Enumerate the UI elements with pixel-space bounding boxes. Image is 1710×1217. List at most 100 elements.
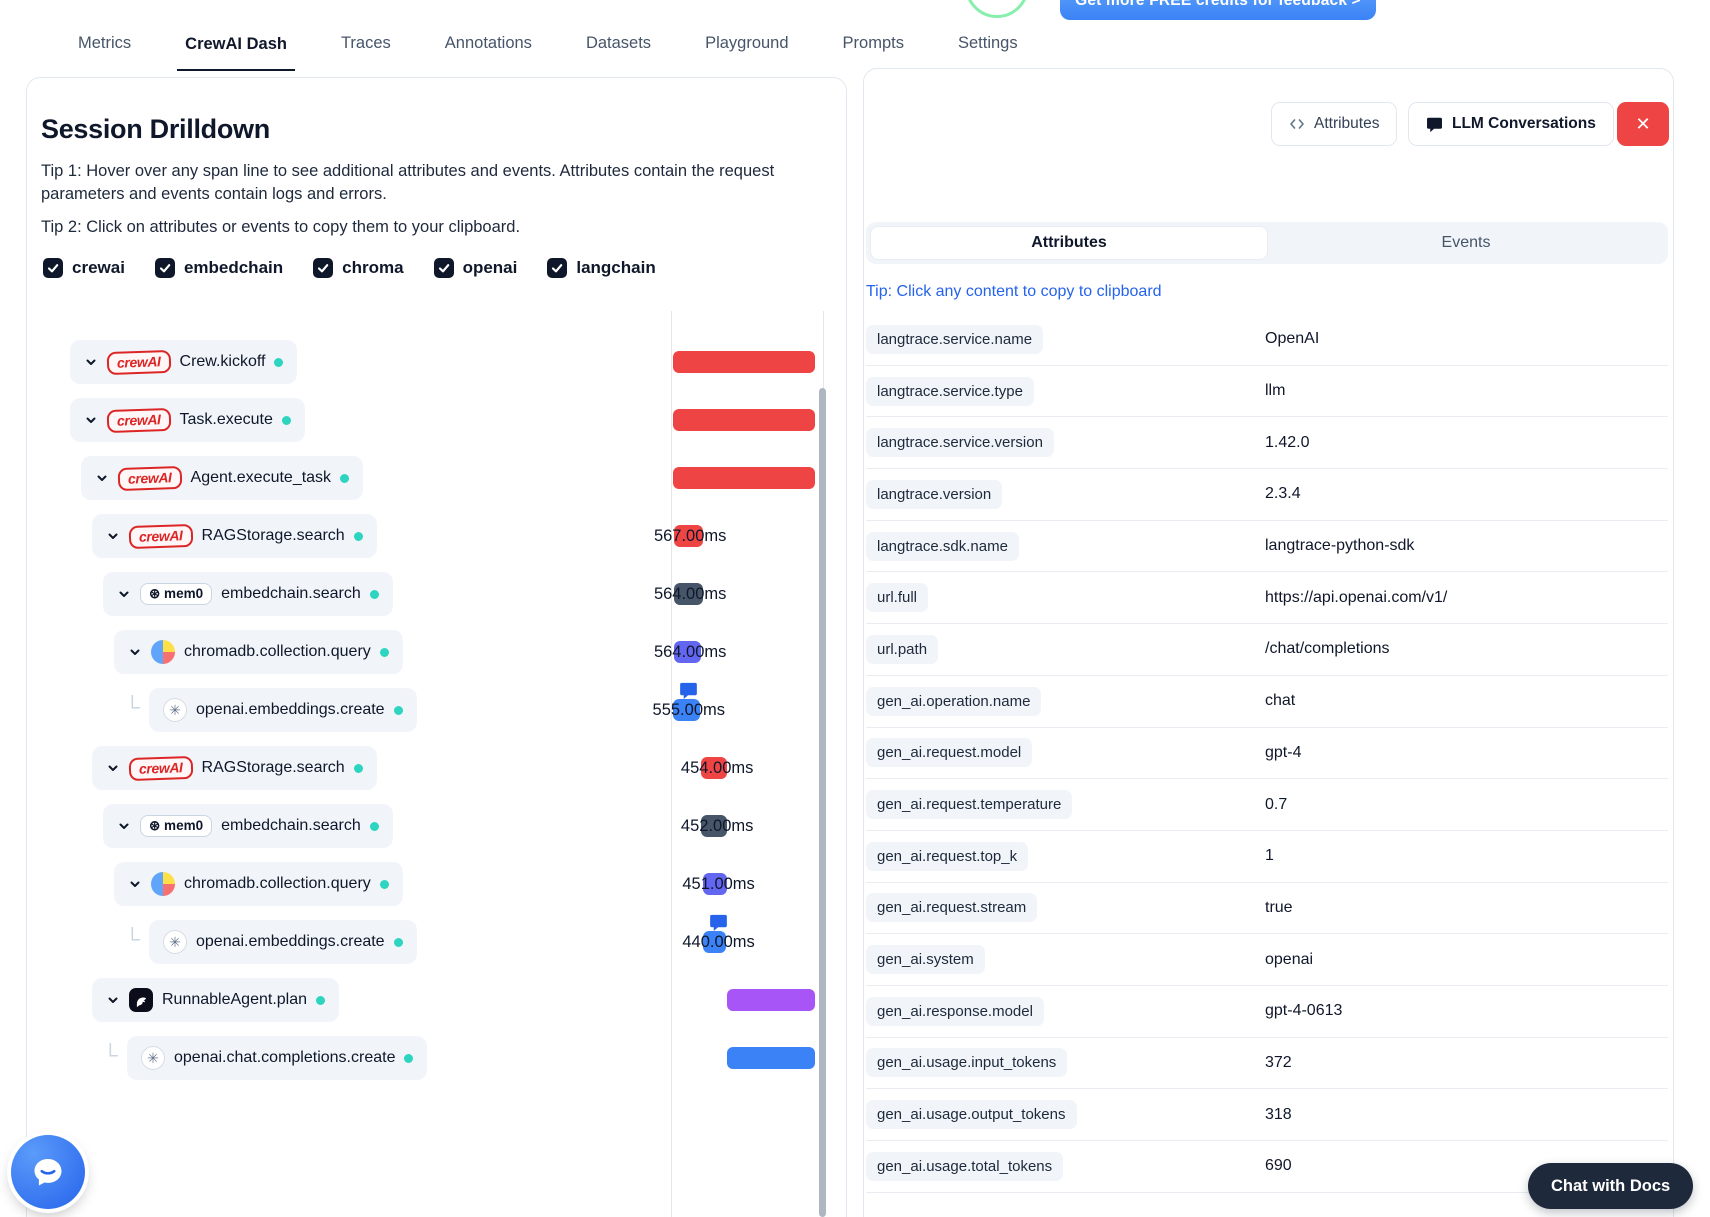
attribute-key[interactable]: gen_ai.system [866,945,985,975]
attribute-row[interactable]: langtrace.service.type llm [866,366,1668,418]
attribute-value[interactable]: 1 [1265,847,1274,865]
span-row[interactable]: crewAI Agent.execute_task [0,449,847,507]
checkbox-embedchain[interactable] [154,258,175,278]
attribute-value[interactable]: 0.7 [1265,795,1288,813]
span-label-pill[interactable]: RunnableAgent.plan [92,978,340,1022]
chevron-down-icon[interactable] [117,587,131,601]
chevron-down-icon[interactable] [106,993,120,1007]
attribute-row[interactable]: gen_ai.request.temperature 0.7 [866,779,1668,831]
checkbox-crewai[interactable] [43,258,63,278]
span-row[interactable]: └ ✳ openai.embeddings.create 440.00ms [0,913,847,971]
span-row[interactable]: ⊛ mem0 embedchain.search 564.00ms [0,565,847,623]
checkbox-chroma[interactable] [313,258,334,278]
attribute-row[interactable]: url.full https://api.openai.com/v1/ [866,572,1668,625]
tab-crewai-dash[interactable]: CrewAI Dash [177,25,295,71]
span-duration-bar[interactable] [726,1047,815,1069]
span-row[interactable]: crewAI Crew.kickoff [0,333,847,391]
span-label-pill[interactable]: ✳ openai.embeddings.create [149,688,417,732]
span-duration-bar[interactable] [702,931,726,953]
attribute-key[interactable]: url.path [866,634,939,664]
span-duration-bar[interactable] [702,873,727,895]
span-row[interactable]: ⊛ mem0 embedchain.search 452.00ms [0,797,847,855]
checkbox-openai[interactable] [433,258,454,278]
span-label-pill[interactable]: chromadb.collection.query [114,862,403,906]
scrollbar-thumb[interactable] [819,388,826,1217]
span-label-pill[interactable]: ⊛ mem0 embedchain.search [103,572,393,616]
chevron-down-icon[interactable] [128,645,142,659]
attribute-key[interactable]: gen_ai.usage.output_tokens [866,1100,1077,1130]
span-duration-bar[interactable] [673,467,815,489]
attribute-key[interactable]: gen_ai.usage.total_tokens [866,1151,1064,1181]
span-row[interactable]: RunnableAgent.plan [0,971,847,1029]
span-row[interactable]: crewAI Task.execute [0,391,847,449]
attribute-row[interactable]: langtrace.service.name OpenAI [866,314,1668,366]
attribute-value[interactable]: /chat/completions [1265,640,1390,658]
span-label-pill[interactable]: chromadb.collection.query [114,630,403,674]
attribute-row[interactable]: langtrace.version 2.3.4 [866,469,1668,521]
attribute-value[interactable]: gpt-4 [1265,743,1302,761]
span-label-pill[interactable]: crewAI Task.execute [70,398,305,442]
attribute-key[interactable]: gen_ai.request.temperature [866,790,1073,820]
attribute-value[interactable]: OpenAI [1265,330,1320,348]
attribute-value[interactable]: 690 [1265,1157,1292,1175]
attribute-key[interactable]: langtrace.sdk.name [866,531,1019,561]
attribute-key[interactable]: langtrace.service.name [866,324,1044,354]
attribute-key[interactable]: langtrace.version [866,479,1003,509]
span-duration-bar[interactable] [726,989,815,1011]
attribute-value[interactable]: 372 [1265,1053,1292,1071]
llm-bubble-icon[interactable] [679,681,698,700]
attribute-row[interactable]: gen_ai.response.model gpt-4-0613 [866,986,1668,1038]
span-duration-bar[interactable] [674,641,702,663]
span-row[interactable]: └ ✳ openai.embeddings.create 555.00ms [0,681,847,739]
span-label-pill[interactable]: ⊛ mem0 embedchain.search [103,804,393,848]
tab-events[interactable]: Events [1441,234,1491,251]
tab-metrics[interactable]: Metrics [78,34,132,52]
span-duration-bar[interactable] [674,525,703,547]
llm-bubble-icon[interactable] [709,913,728,932]
attribute-value[interactable]: 318 [1265,1105,1292,1123]
span-label-pill[interactable]: crewAI RAGStorage.search [92,514,377,558]
filter-chroma[interactable]: chroma [313,258,404,278]
attribute-row[interactable]: url.path/chat/completions [866,624,1668,676]
attribute-key[interactable]: url.full [866,583,929,613]
attribute-value[interactable]: true [1265,898,1293,916]
attribute-key[interactable]: langtrace.service.version [866,428,1054,458]
attribute-value[interactable]: https://api.openai.com/v1/ [1265,588,1448,606]
span-label-pill[interactable]: ✳ openai.embeddings.create [149,920,417,964]
tab-datasets[interactable]: Datasets [585,34,652,52]
tab-prompts[interactable]: Prompts [842,34,904,52]
attribute-key[interactable]: gen_ai.usage.input_tokens [866,1048,1068,1078]
tab-settings[interactable]: Settings [957,34,1018,52]
chevron-down-icon[interactable] [106,761,120,775]
chevron-down-icon[interactable] [84,355,98,369]
attribute-key[interactable]: gen_ai.request.stream [866,893,1038,923]
attribute-key[interactable]: gen_ai.request.model [866,738,1033,768]
attribute-row[interactable]: gen_ai.usage.output_tokens 318 [866,1089,1668,1141]
attribute-value[interactable]: llm [1265,382,1286,400]
span-duration-bar[interactable] [701,815,727,837]
span-label-pill[interactable]: crewAI Crew.kickoff [70,340,298,384]
filter-crewai[interactable]: crewai [43,258,125,278]
span-label-pill[interactable]: crewAI Agent.execute_task [81,456,364,500]
filter-embedchain[interactable]: embedchain [154,258,283,278]
free-credits-button[interactable]: Get more FREE credits for feedback > [1060,0,1376,20]
attribute-row[interactable]: gen_ai.request.top_k 1 [866,831,1668,883]
close-button[interactable]: ✕ [1617,102,1669,146]
attribute-row[interactable]: gen_ai.usage.input_tokens 372 [866,1038,1668,1090]
filter-openai[interactable]: openai [433,258,517,278]
span-duration-bar[interactable] [701,757,727,779]
attribute-row[interactable]: langtrace.sdk.name langtrace-python-sdk [866,521,1668,573]
chevron-down-icon[interactable] [106,529,120,543]
attribute-row[interactable]: gen_ai.request.model gpt-4 [866,728,1668,780]
avatar[interactable] [965,0,1029,18]
llm-conversations-button[interactable]: LLM Conversations [1408,102,1614,146]
span-row[interactable]: chromadb.collection.query 564.00ms [0,623,847,681]
attribute-key[interactable]: gen_ai.operation.name [866,686,1042,716]
span-row[interactable]: └ ✳ openai.chat.completions.create [0,1029,847,1087]
checkbox-langchain[interactable] [547,258,568,278]
attribute-row[interactable]: gen_ai.usage.total_tokens 690 [866,1141,1668,1193]
chevron-down-icon[interactable] [128,877,142,891]
span-label-pill[interactable]: crewAI RAGStorage.search [92,746,377,790]
attribute-key[interactable]: gen_ai.request.top_k [866,841,1029,871]
attribute-row[interactable]: gen_ai.system openai [866,934,1668,986]
